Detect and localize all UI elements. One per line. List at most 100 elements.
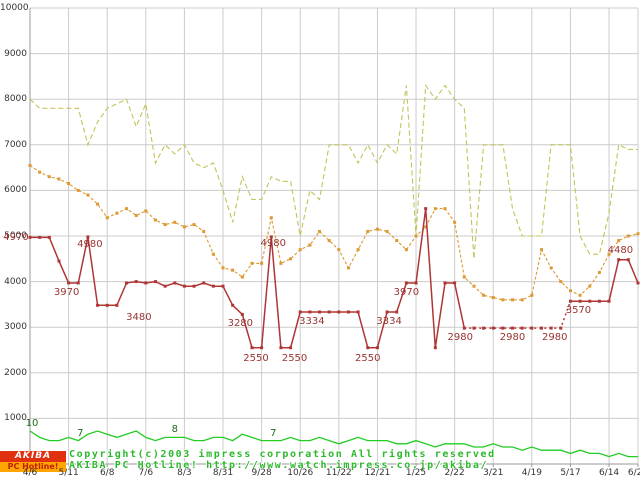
x-axis-label: 2/22 <box>444 468 465 478</box>
data-label-lowest-price: 2550 <box>355 352 381 364</box>
x-axis-label: 5/17 <box>560 468 581 478</box>
marker-average-price <box>57 177 61 181</box>
data-label-lowest-price: 3970 <box>393 286 420 298</box>
series-shop-count <box>29 430 638 458</box>
x-axis-label: 3/21 <box>483 468 504 478</box>
marker-average-price <box>443 207 447 211</box>
marker-average-price <box>491 296 495 300</box>
data-label-shop-count: 10 <box>25 418 39 429</box>
marker-lowest-price <box>125 281 129 285</box>
marker-average-price <box>115 211 119 215</box>
x-axis-label: 1/25 <box>405 468 427 478</box>
marker-lowest-price <box>337 310 341 314</box>
marker-average-price <box>472 284 476 288</box>
marker-average-price <box>385 229 389 233</box>
marker-average-price <box>279 261 283 265</box>
y-axis-label: 7000 <box>4 139 27 150</box>
y-axis-label: 2000 <box>4 367 27 378</box>
data-label-lowest-price: 3334 <box>299 315 325 327</box>
marker-average-price <box>231 268 235 272</box>
marker-average-price <box>308 243 312 247</box>
marker-average-price <box>539 248 543 252</box>
marker-lowest-price <box>617 258 621 262</box>
marker-lowest-price <box>298 310 302 314</box>
marker-lowest-price <box>462 326 466 330</box>
marker-lowest-price <box>539 326 543 330</box>
marker-average-price <box>260 261 264 265</box>
copyright-watermark: Copyright(c)2003 impress corporation All… <box>69 449 496 460</box>
marker-average-price <box>482 293 486 297</box>
marker-lowest-price <box>202 281 206 285</box>
marker-lowest-price <box>250 346 254 350</box>
data-label-lowest-price: 2550 <box>281 352 308 364</box>
marker-lowest-price <box>115 303 119 307</box>
marker-lowest-price <box>221 284 225 288</box>
akiba-logo-bottom-text: PC Hotline! <box>0 462 66 472</box>
x-axis-label: 5/11 <box>58 468 79 478</box>
marker-lowest-price <box>356 310 360 314</box>
data-label-shop-count: 8 <box>171 424 178 436</box>
x-axis-label: 10/26 <box>287 468 314 478</box>
data-label-lowest-price: 3480 <box>126 312 152 324</box>
data-label-lowest-price: 3334 <box>376 315 402 327</box>
marker-lowest-price <box>433 346 437 350</box>
marker-average-price <box>433 207 437 211</box>
series-lowest-price <box>570 258 639 302</box>
marker-average-price <box>202 229 206 233</box>
x-axis-label: 11/22 <box>325 468 352 478</box>
y-axis-label: 5000 <box>4 231 27 241</box>
marker-average-price <box>28 163 32 167</box>
marker-lowest-price <box>144 281 148 285</box>
marker-average-price <box>424 225 428 229</box>
marker-lowest-price <box>549 326 553 330</box>
marker-average-price <box>549 266 553 270</box>
marker-average-price <box>597 270 601 274</box>
marker-lowest-price <box>96 303 100 307</box>
marker-lowest-price <box>269 235 273 239</box>
marker-lowest-price <box>453 281 457 285</box>
marker-average-price <box>404 248 408 252</box>
marker-lowest-price <box>482 326 486 330</box>
data-label-lowest-price: 4980 <box>260 237 286 249</box>
x-axis-label: 6/14 <box>598 468 620 478</box>
marker-average-price <box>559 280 563 284</box>
x-axis-label: 8/3 <box>177 468 192 478</box>
x-axis-label: 4/19 <box>521 468 542 478</box>
marker-average-price <box>375 227 379 231</box>
marker-lowest-price <box>153 280 157 284</box>
marker-average-price <box>173 220 177 224</box>
data-label-lowest-price: 3970 <box>53 286 80 298</box>
marker-lowest-price <box>568 299 572 303</box>
marker-lowest-price <box>67 281 71 285</box>
marker-average-price <box>607 252 611 256</box>
marker-lowest-price <box>424 207 428 211</box>
marker-average-price <box>47 175 51 179</box>
marker-lowest-price <box>57 259 61 263</box>
marker-average-price <box>501 298 505 302</box>
data-label-shop-count: 7 <box>270 427 277 439</box>
marker-lowest-price <box>597 299 601 303</box>
marker-lowest-price <box>279 346 283 350</box>
marker-average-price <box>530 293 534 297</box>
marker-lowest-price <box>472 326 476 330</box>
y-axis-label: 1000 <box>4 413 27 424</box>
marker-lowest-price <box>375 346 379 350</box>
marker-average-price <box>96 202 100 206</box>
y-axis-label: 3000 <box>4 322 27 333</box>
marker-lowest-price <box>240 312 244 316</box>
series-average-price <box>29 164 639 301</box>
marker-lowest-price <box>626 258 630 262</box>
series-highest-price <box>29 83 638 259</box>
x-axis-label: 7/6 <box>138 468 154 478</box>
marker-average-price <box>520 298 524 302</box>
marker-lowest-price <box>38 235 42 239</box>
marker-average-price <box>250 261 254 265</box>
marker-lowest-price <box>134 280 138 284</box>
marker-average-price <box>636 232 640 236</box>
marker-average-price <box>76 188 80 192</box>
marker-average-price <box>144 209 148 213</box>
marker-lowest-price <box>443 281 447 285</box>
data-label-lowest-price: 3280 <box>227 318 254 330</box>
marker-average-price <box>221 266 225 270</box>
marker-lowest-price <box>520 326 524 330</box>
